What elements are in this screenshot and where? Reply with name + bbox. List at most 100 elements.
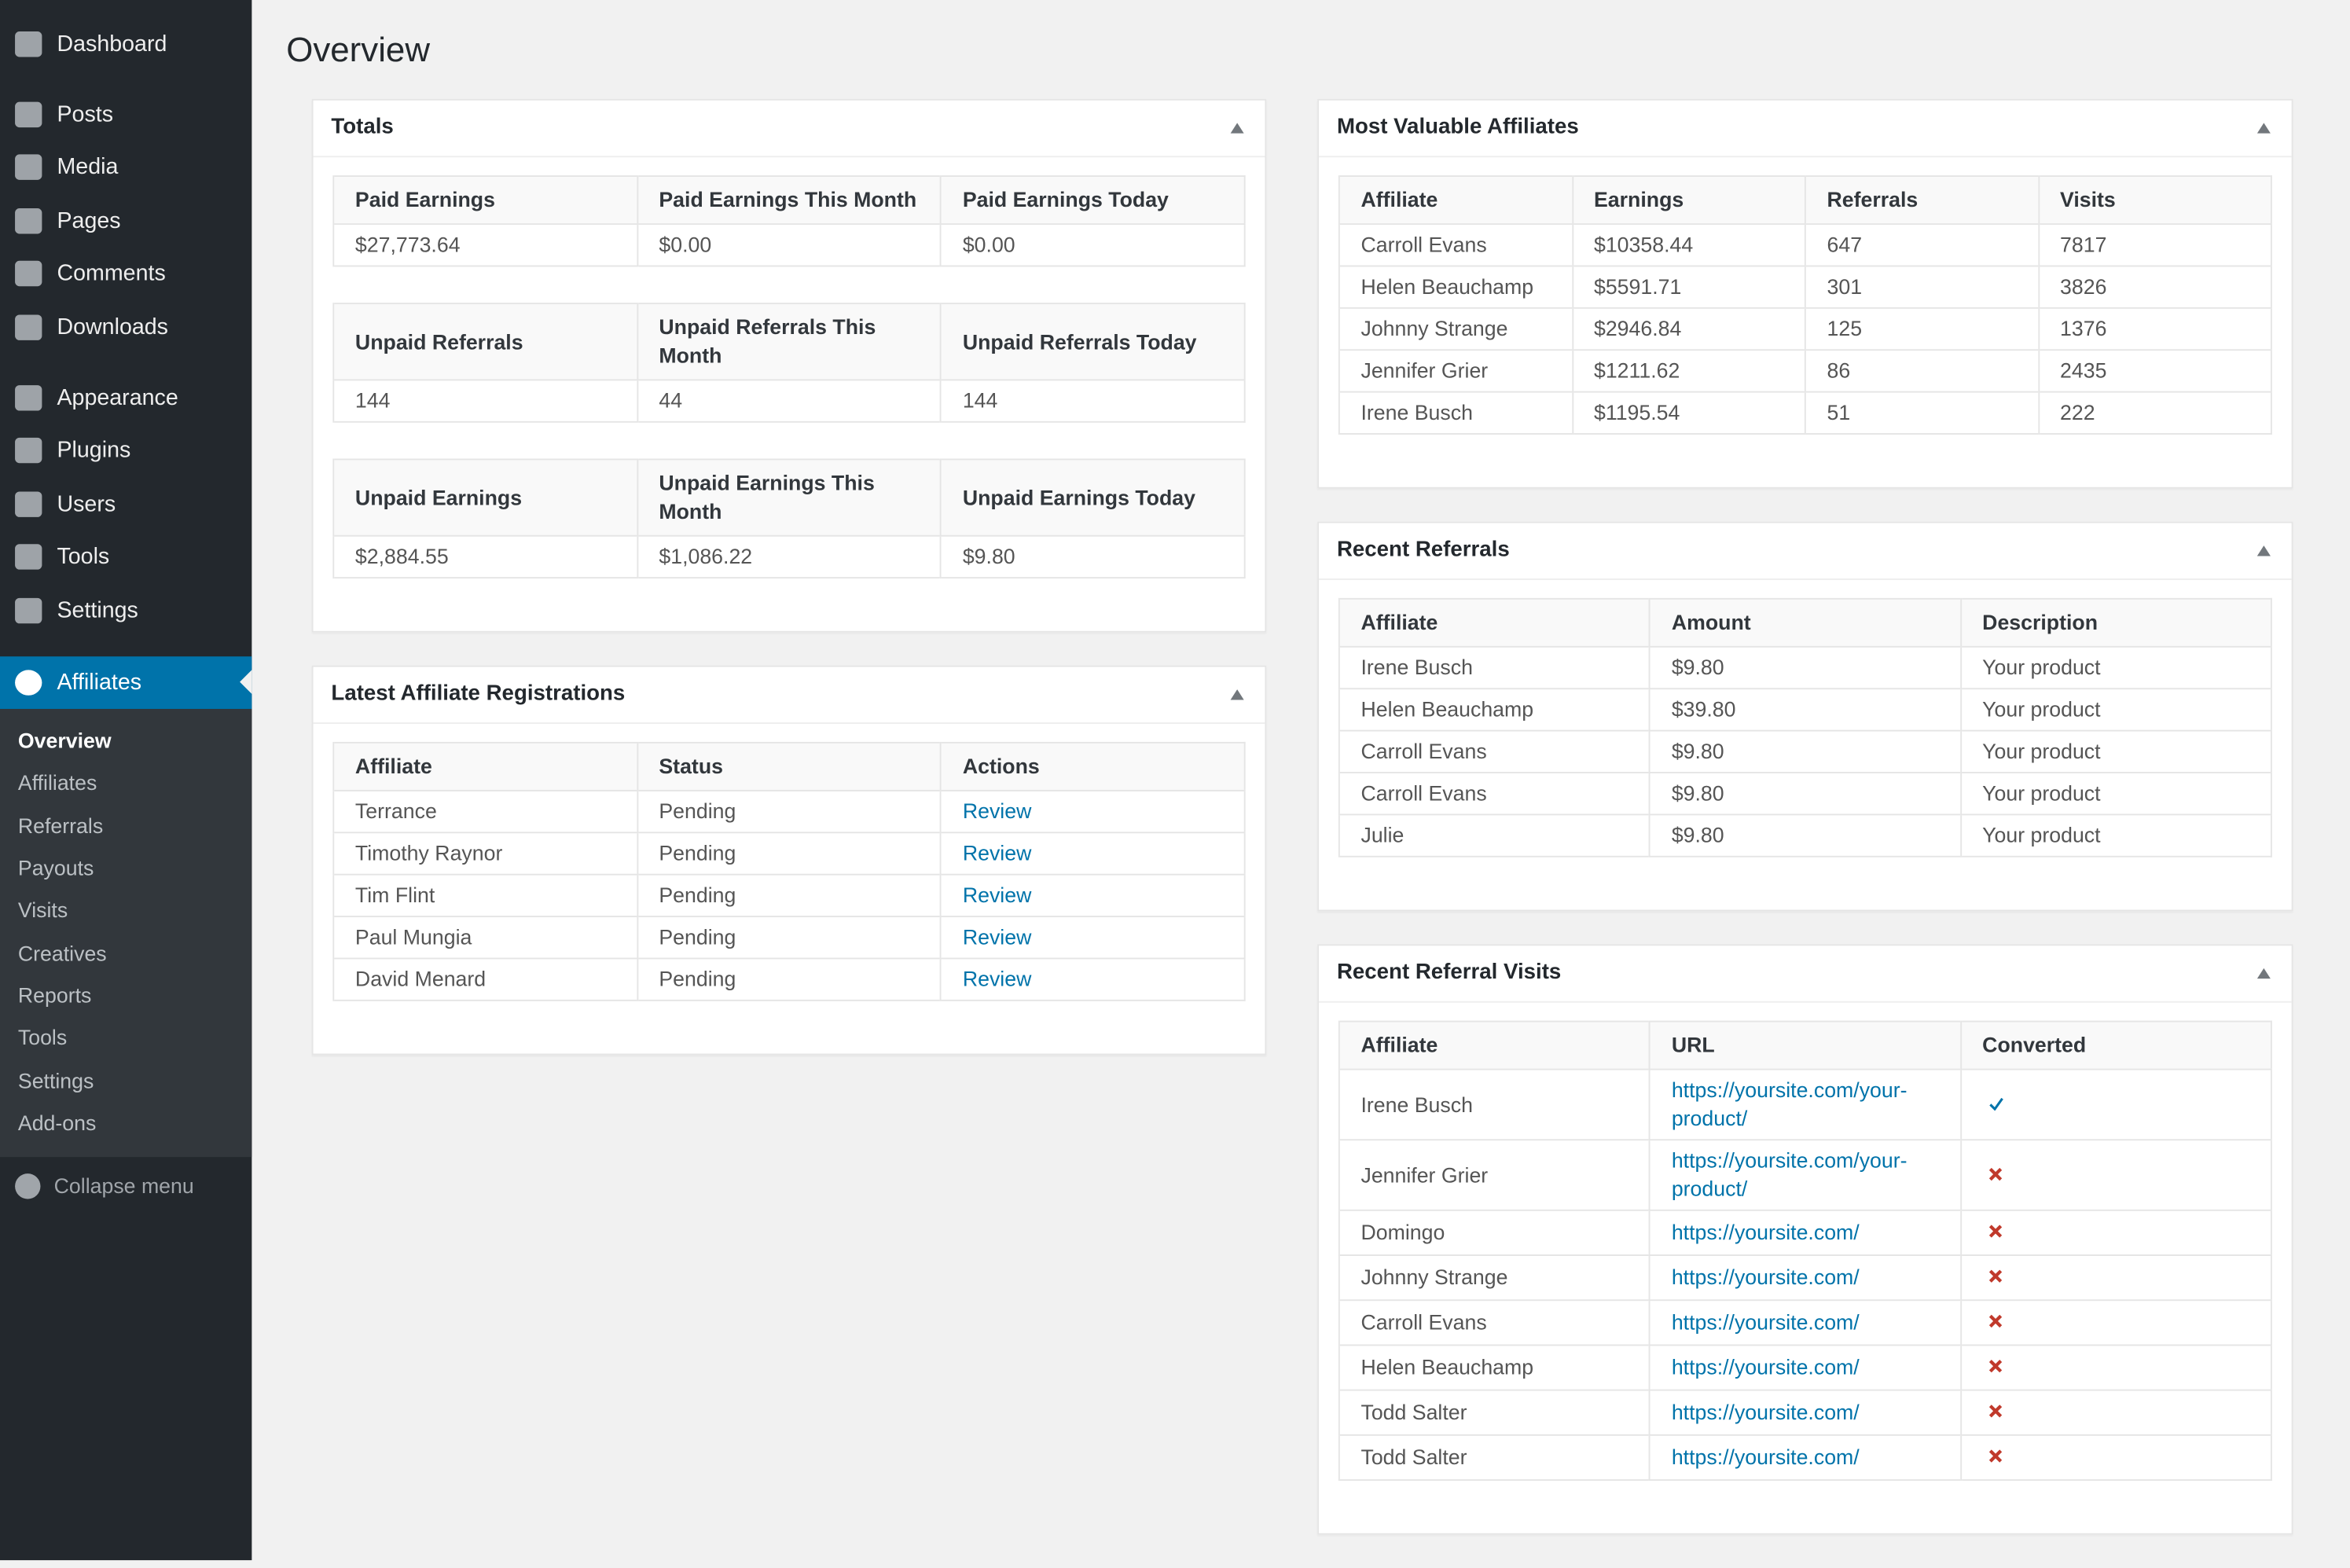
link[interactable]: https://yoursite.com/your-product/ xyxy=(1671,1078,1908,1130)
menu-label[interactable]: Comments xyxy=(57,261,166,287)
table-row: Johnny Strange https://yoursite.com/ xyxy=(1338,1254,2271,1301)
submenu-item[interactable]: Tools xyxy=(17,1025,68,1050)
link[interactable]: Review xyxy=(962,840,1032,865)
menu-item[interactable]: Affiliates xyxy=(0,655,252,710)
data-table: Unpaid Referrals Unpaid Referrals This Mo… xyxy=(332,303,1246,423)
menu-label[interactable]: Users xyxy=(57,490,116,517)
menu-icon xyxy=(15,544,42,571)
table-cell: $9.80 xyxy=(1649,813,1961,857)
table-cell: https://yoursite.com/your-product/ xyxy=(1649,1139,1961,1210)
panel-toggle[interactable] xyxy=(2256,545,2271,556)
menu-item[interactable]: Appearance xyxy=(0,371,252,424)
table-cell: Review xyxy=(940,832,1245,875)
link[interactable]: Review xyxy=(962,924,1032,949)
table-cell: Carroll Evans xyxy=(1338,223,1573,266)
table-cell xyxy=(1959,1389,2271,1435)
converted-no xyxy=(1988,1162,2002,1191)
submenu-item[interactable]: Reports xyxy=(17,982,92,1008)
link[interactable]: https://yoursite.com/ xyxy=(1671,1309,1860,1335)
panel-toggle[interactable] xyxy=(2256,968,2271,979)
link[interactable]: https://yoursite.com/ xyxy=(1671,1354,1860,1379)
panel-title: Latest Affiliate Registrations xyxy=(331,681,626,707)
panel-toggle[interactable] xyxy=(1230,123,1244,134)
submenu-item[interactable]: Overview xyxy=(17,728,112,753)
table-row: David Menard Pending Review xyxy=(332,957,1245,1001)
panel-title: Most Valuable Affiliates xyxy=(1336,115,1579,140)
table-cell: $0.00 xyxy=(636,223,942,266)
link[interactable]: https://yoursite.com/ xyxy=(1671,1265,1860,1289)
submenu-item[interactable]: Settings xyxy=(17,1067,94,1092)
link[interactable]: https://yoursite.com/ xyxy=(1671,1445,1860,1469)
submenu-item[interactable]: Affiliates xyxy=(17,770,97,795)
panel-body: Affiliate Amount Description Irene Busch $9.… xyxy=(1319,580,2292,910)
collapse-menu[interactable]: Collapse menu xyxy=(0,1159,252,1213)
collapse-label[interactable]: Collapse menu xyxy=(53,1173,194,1198)
panel-toggle[interactable] xyxy=(2256,123,2271,134)
table-cell: https://yoursite.com/ xyxy=(1649,1344,1961,1390)
menu-icon xyxy=(15,101,42,127)
table-cell: Your product xyxy=(1959,813,2271,857)
submenu-item[interactable]: Creatives xyxy=(17,940,107,965)
table-cell: https://yoursite.com/ xyxy=(1649,1434,1961,1481)
table-cell: $10358.44 xyxy=(1571,223,1805,266)
menu-label[interactable]: Posts xyxy=(57,101,114,127)
table-cell: Carroll Evans xyxy=(1338,1299,1651,1346)
menu-item[interactable]: Comments xyxy=(0,248,252,301)
menu-item[interactable]: Users xyxy=(0,478,252,531)
table-cell: 301 xyxy=(1804,265,2039,308)
menu-label[interactable]: Settings xyxy=(57,597,138,624)
link[interactable]: https://yoursite.com/your-product/ xyxy=(1671,1148,1908,1201)
table-cell: 7817 xyxy=(2037,223,2271,266)
menu-item[interactable]: Downloads xyxy=(0,301,252,354)
column-header: Description xyxy=(1959,598,2271,647)
admin-menu: Dashboard Posts Media Pages Comments Download… xyxy=(0,0,252,710)
table-row: Irene Busch $1195.54 51 222 xyxy=(1338,391,2271,435)
table-row: Irene Busch $9.80 Your product xyxy=(1338,645,2271,689)
header-row: Unpaid Referrals Unpaid Referrals This Mo… xyxy=(332,303,1245,380)
menu-label[interactable]: Dashboard xyxy=(57,31,167,57)
link[interactable]: Review xyxy=(962,799,1032,823)
column-header: Referrals xyxy=(1804,176,2039,225)
link[interactable]: Review xyxy=(962,966,1032,991)
panel-toggle[interactable] xyxy=(1230,689,1244,700)
table-cell: https://yoursite.com/your-product/ xyxy=(1649,1068,1961,1140)
menu-label[interactable]: Pages xyxy=(57,207,121,234)
link[interactable]: https://yoursite.com/ xyxy=(1671,1400,1860,1424)
panel-header: Recent Referral Visits xyxy=(1319,946,2292,1003)
table-cell: Irene Busch xyxy=(1338,391,1573,435)
menu-label[interactable]: Media xyxy=(57,154,119,181)
menu-label[interactable]: Affiliates xyxy=(57,669,142,695)
menu-item[interactable]: Plugins xyxy=(0,424,252,478)
menu-item[interactable]: Pages xyxy=(0,194,252,248)
menu-item[interactable]: Media xyxy=(0,141,252,195)
menu-label[interactable]: Appearance xyxy=(57,384,178,410)
table-cell: $1211.62 xyxy=(1571,349,1805,392)
table-cell: Todd Salter xyxy=(1338,1434,1651,1481)
menu-item[interactable]: Posts xyxy=(0,88,252,141)
table-cell: Domingo xyxy=(1338,1209,1651,1256)
column-header: Amount xyxy=(1649,598,1961,647)
submenu-item[interactable]: Visits xyxy=(17,898,68,923)
header-row: Unpaid Earnings Unpaid Earnings This Mont… xyxy=(332,459,1245,536)
menu-label[interactable]: Tools xyxy=(57,544,110,571)
table-cell: $2946.84 xyxy=(1571,307,1805,351)
panel: Recent Referral Visits Affiliate URL Conver… xyxy=(1317,944,2293,1535)
link[interactable]: https://yoursite.com/ xyxy=(1671,1220,1860,1244)
table-cell: 51 xyxy=(1804,391,2039,435)
data-table: Affiliate URL Converted Irene Busch https://… xyxy=(1338,1020,2272,1482)
table-cell: Your product xyxy=(1959,772,2271,815)
submenu-item[interactable]: Add-ons xyxy=(17,1110,97,1135)
menu-item[interactable]: Tools xyxy=(0,531,252,585)
table-cell: https://yoursite.com/ xyxy=(1649,1389,1961,1435)
menu-label[interactable]: Downloads xyxy=(57,314,168,340)
menu-label[interactable]: Plugins xyxy=(57,438,131,464)
column-header: Unpaid Referrals This Month xyxy=(636,303,942,380)
menu-item[interactable]: Dashboard xyxy=(0,18,252,72)
link[interactable]: Review xyxy=(962,883,1032,907)
submenu-item[interactable]: Referrals xyxy=(17,813,104,838)
submenu-item[interactable]: Payouts xyxy=(17,855,94,880)
table-cell: Helen Beauchamp xyxy=(1338,265,1573,308)
menu-item[interactable]: Settings xyxy=(0,585,252,638)
column-header: Affiliate xyxy=(332,742,637,791)
converted-no xyxy=(1988,1355,2002,1383)
